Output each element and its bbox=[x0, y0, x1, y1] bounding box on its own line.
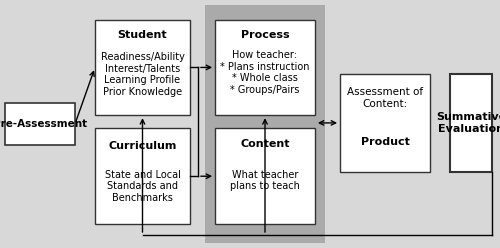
Text: Summative
Evaluation: Summative Evaluation bbox=[436, 112, 500, 134]
Text: Product: Product bbox=[360, 137, 410, 147]
Bar bbox=[215, 20, 315, 115]
Text: Curriculum: Curriculum bbox=[108, 141, 176, 151]
Text: Readiness/Ability
Interest/Talents
Learning Profile
Prior Knowledge: Readiness/Ability Interest/Talents Learn… bbox=[100, 52, 184, 97]
Bar bbox=[95, 128, 190, 224]
Bar bbox=[340, 74, 430, 172]
Text: Content: Content bbox=[240, 139, 290, 149]
Text: Student: Student bbox=[118, 31, 168, 40]
Text: How teacher:
* Plans instruction
* Whole class
* Groups/Pairs: How teacher: * Plans instruction * Whole… bbox=[220, 50, 310, 95]
Text: Assessment of
Content:: Assessment of Content: bbox=[347, 87, 423, 109]
Bar bbox=[450, 74, 492, 172]
Bar bbox=[215, 128, 315, 224]
Bar bbox=[95, 20, 190, 115]
Text: Process: Process bbox=[240, 31, 290, 40]
Text: Pre-Assessment: Pre-Assessment bbox=[0, 119, 87, 129]
Text: State and Local
Standards and
Benchmarks: State and Local Standards and Benchmarks bbox=[104, 170, 180, 203]
Bar bbox=[5, 103, 75, 145]
Text: What teacher
plans to teach: What teacher plans to teach bbox=[230, 170, 300, 191]
Bar bbox=[205, 5, 325, 243]
